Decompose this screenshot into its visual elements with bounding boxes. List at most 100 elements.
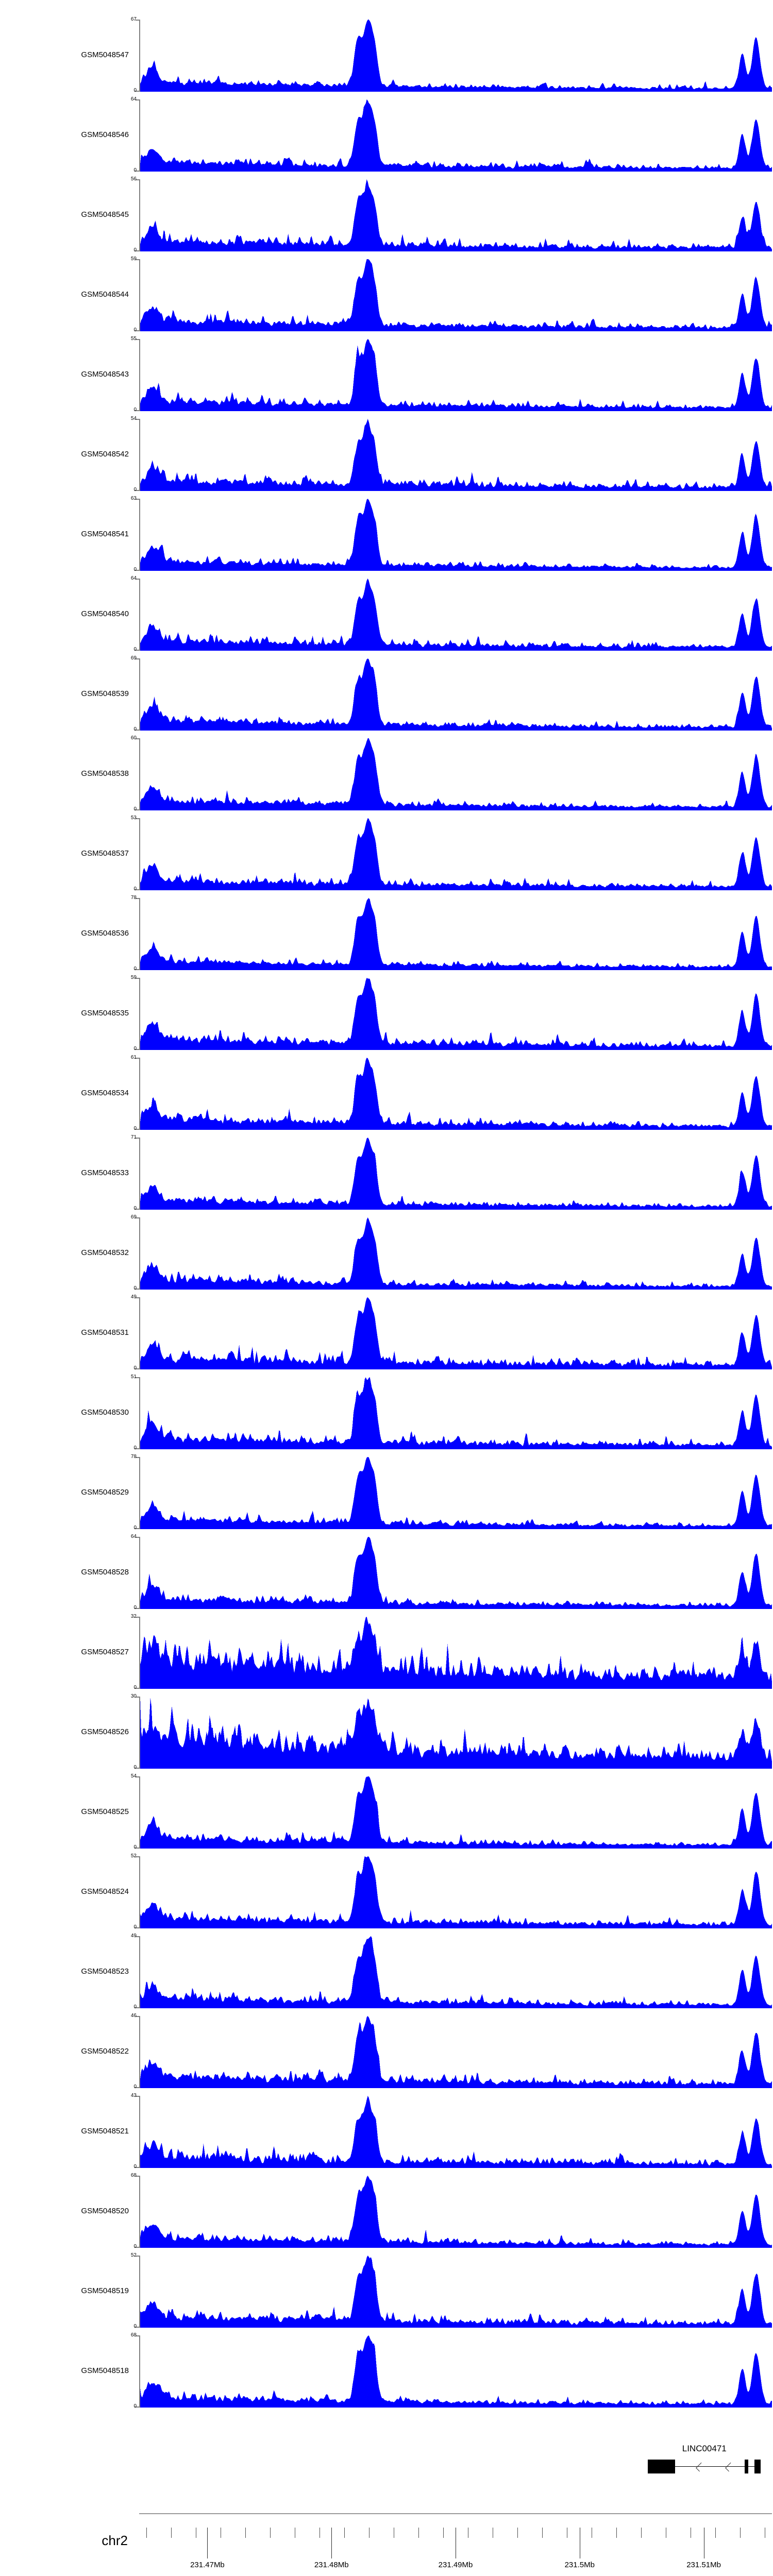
axis-minor-tick <box>740 2528 741 2538</box>
coverage-track[interactable]: GSM5048518 68 0 <box>0 2333 773 2409</box>
gene-annotation-track[interactable]: LINC00471 <box>0 2444 773 2490</box>
y-axis-min-label: 0 <box>133 567 137 572</box>
coverage-track[interactable]: GSM5048524 52 0 <box>0 1854 773 1930</box>
coverage-track[interactable]: GSM5048545 56 0 <box>0 177 773 253</box>
track-plot-area[interactable]: 69 0 <box>131 1215 772 1291</box>
coverage-track[interactable]: GSM5048520 68 0 <box>0 2173 773 2249</box>
y-axis-max-label: 43 <box>130 2093 137 2098</box>
track-plot-area[interactable]: 53 0 <box>131 816 772 892</box>
coverage-signal <box>140 1617 772 1689</box>
track-plot-area[interactable]: 49 0 <box>131 1934 772 2010</box>
coverage-track[interactable]: GSM5048529 78 0 <box>0 1454 773 1531</box>
coverage-track[interactable]: GSM5048542 54 0 <box>0 416 773 493</box>
y-axis-max-tick <box>136 1697 140 1698</box>
coverage-track[interactable]: GSM5048521 43 0 <box>0 2093 773 2170</box>
track-plot-area[interactable]: 59 0 <box>131 257 772 333</box>
y-axis-max-label: 30 <box>130 1693 137 1699</box>
track-plot-area[interactable]: 78 0 <box>131 1454 772 1531</box>
track-plot-area[interactable]: 52 0 <box>131 2253 772 2329</box>
track-plot-area[interactable]: 54 0 <box>131 416 772 493</box>
track-plot-area[interactable]: 43 0 <box>131 2093 772 2170</box>
y-axis-min-label: 0 <box>133 2244 137 2249</box>
coverage-track[interactable]: GSM5048534 61 0 <box>0 1055 773 1131</box>
y-axis-min-label: 0 <box>133 2084 137 2090</box>
coverage-track[interactable]: GSM5048537 53 0 <box>0 816 773 892</box>
y-axis-min-label: 0 <box>133 1765 137 1770</box>
track-sample-label: GSM5048531 <box>81 1328 129 1337</box>
track-plot-area[interactable]: 55 0 <box>131 336 772 413</box>
track-plot-area[interactable]: 60 0 <box>131 736 772 812</box>
track-plot-area[interactable]: 54 0 <box>131 1774 772 1850</box>
coverage-track[interactable]: GSM5048540 64 0 <box>0 576 773 652</box>
coverage-track[interactable]: GSM5048539 69 0 <box>0 656 773 732</box>
y-axis-min-tick <box>135 1528 140 1529</box>
coverage-track[interactable]: GSM5048538 60 0 <box>0 736 773 812</box>
coverage-track[interactable]: GSM5048532 69 0 <box>0 1215 773 1291</box>
gene-model[interactable] <box>0 2459 773 2475</box>
coverage-track[interactable]: GSM5048535 59 0 <box>0 975 773 1052</box>
track-plot-area[interactable]: 30 0 <box>131 1694 772 1770</box>
track-plot-area[interactable]: 56 0 <box>131 177 772 253</box>
exon-box[interactable] <box>648 2460 676 2473</box>
track-plot-area[interactable]: 64 0 <box>131 576 772 652</box>
coverage-track[interactable]: GSM5048546 64 0 <box>0 97 773 173</box>
coverage-track[interactable]: GSM5048522 46 0 <box>0 2013 773 2090</box>
track-plot-area[interactable]: 78 0 <box>131 895 772 972</box>
track-plot-area[interactable]: 68 0 <box>131 2173 772 2249</box>
coverage-track[interactable]: GSM5048526 30 0 <box>0 1694 773 1770</box>
track-plot-area[interactable]: 32 0 <box>131 1614 772 1690</box>
track-plot-area[interactable]: 59 0 <box>131 975 772 1052</box>
exon-box[interactable] <box>745 2460 749 2473</box>
track-plot-area[interactable]: 63 0 <box>131 496 772 572</box>
coverage-track[interactable]: GSM5048544 59 0 <box>0 257 773 333</box>
y-axis-max-tick <box>136 1217 140 1218</box>
track-plot-area[interactable]: 49 0 <box>131 1295 772 1371</box>
track-plot-area[interactable]: 51 0 <box>131 1375 772 1451</box>
track-plot-area[interactable]: 71 0 <box>131 1135 772 1211</box>
y-axis-max-label: 63 <box>130 496 137 501</box>
track-plot-area[interactable]: 67 0 <box>131 17 772 93</box>
track-plot-area[interactable]: 64 0 <box>131 97 772 173</box>
track-sample-label: GSM5048528 <box>81 1568 129 1577</box>
coverage-signal <box>140 339 772 411</box>
y-axis-line <box>139 1058 140 1130</box>
track-plot-area[interactable]: 46 0 <box>131 2013 772 2090</box>
coverage-signal <box>140 259 772 331</box>
intron-line <box>648 2466 761 2467</box>
coverage-track[interactable]: GSM5048525 54 0 <box>0 1774 773 1850</box>
coverage-track[interactable]: GSM5048527 32 0 <box>0 1614 773 1690</box>
axis-minor-tick <box>344 2528 345 2538</box>
coverage-track[interactable]: GSM5048536 78 0 <box>0 895 773 972</box>
track-plot-area[interactable]: 64 0 <box>131 1534 772 1611</box>
track-sample-label: GSM5048519 <box>81 2286 129 2295</box>
y-axis-min-label: 0 <box>133 647 137 652</box>
track-sample-label: GSM5048546 <box>81 130 129 139</box>
coverage-track[interactable]: GSM5048541 63 0 <box>0 496 773 572</box>
y-axis-line <box>139 2176 140 2248</box>
coverage-track[interactable]: GSM5048528 64 0 <box>0 1534 773 1611</box>
y-axis-min-tick <box>135 410 140 411</box>
genome-axis: chr2 231.47Mb 231.48Mb 231.49Mb 231.5Mb 231.5… <box>0 2513 773 2576</box>
track-sample-label: GSM5048518 <box>81 2366 129 2375</box>
coverage-track[interactable]: GSM5048547 67 0 <box>0 17 773 93</box>
track-plot-area[interactable]: 52 0 <box>131 1854 772 1930</box>
coverage-track[interactable]: GSM5048533 71 0 <box>0 1135 773 1211</box>
y-axis-min-label: 0 <box>133 1924 137 1930</box>
track-plot-area[interactable]: 69 0 <box>131 656 772 732</box>
coverage-track[interactable]: GSM5048530 51 0 <box>0 1375 773 1451</box>
y-axis-max-tick <box>136 1058 140 1059</box>
y-axis-max-tick <box>136 1297 140 1298</box>
coverage-track[interactable]: GSM5048523 49 0 <box>0 1934 773 2010</box>
strand-arrow-icon <box>725 2462 734 2472</box>
y-axis-max-tick <box>136 419 140 420</box>
coverage-track[interactable]: GSM5048543 55 0 <box>0 336 773 413</box>
track-plot-area[interactable]: 61 0 <box>131 1055 772 1131</box>
track-sample-label: GSM5048545 <box>81 210 129 219</box>
coverage-signal <box>140 419 772 491</box>
track-plot-area[interactable]: 68 0 <box>131 2333 772 2409</box>
coverage-track[interactable]: GSM5048531 49 0 <box>0 1295 773 1371</box>
y-axis-min-label: 0 <box>133 1605 137 1611</box>
exon-box[interactable] <box>754 2460 761 2473</box>
coverage-track[interactable]: GSM5048519 52 0 <box>0 2253 773 2329</box>
coverage-signal <box>140 1537 772 1609</box>
